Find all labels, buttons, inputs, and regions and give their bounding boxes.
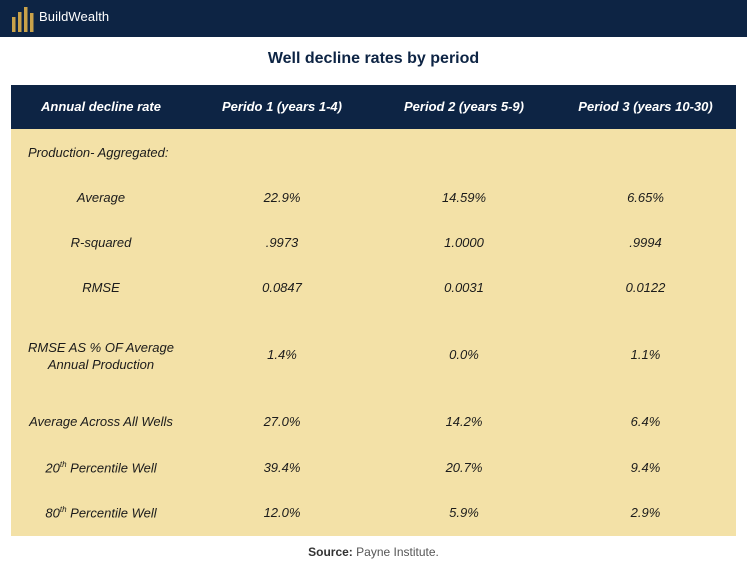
source-label: Source: bbox=[308, 545, 353, 559]
cell-period-2: 0.0% bbox=[449, 347, 479, 362]
cell-period-3: 2.9% bbox=[630, 505, 661, 520]
cell-period-3: 9.4% bbox=[630, 460, 661, 475]
cell-period-2: 5.9% bbox=[449, 505, 479, 520]
header-bar: BuildWealth bbox=[0, 0, 747, 37]
logo-icon[interactable] bbox=[11, 5, 35, 32]
cell-period-2: 0.0031 bbox=[444, 280, 484, 295]
column-header-period-2: Period 2 (years 5-9) bbox=[404, 99, 524, 114]
cell-period-1: 12.0% bbox=[263, 505, 301, 520]
brand-name[interactable]: BuildWealth bbox=[39, 9, 110, 24]
source-text: Payne Institute. bbox=[352, 545, 439, 559]
cell-period-2: 20.7% bbox=[445, 460, 483, 475]
row-label: RMSE bbox=[82, 280, 120, 295]
row-label: Average bbox=[76, 190, 126, 205]
cell-period-1: 1.4% bbox=[267, 347, 297, 362]
cell-period-3: 1.1% bbox=[630, 347, 661, 362]
cell-period-1: .9973 bbox=[265, 235, 299, 250]
row-label: RMSE AS % OF Average Annual Production bbox=[28, 340, 174, 372]
row-label: 20th Percentile Well bbox=[45, 460, 157, 476]
row-label: R-squared bbox=[70, 235, 132, 250]
cell-period-1: 22.9% bbox=[263, 190, 301, 205]
data-table: Annual decline rate Perido 1 (years 1-4)… bbox=[11, 85, 736, 536]
section-label: Production- Aggregated: bbox=[28, 145, 169, 160]
cell-period-3: .9994 bbox=[629, 235, 662, 250]
column-header-metric: Annual decline rate bbox=[41, 99, 161, 114]
cell-period-1: 39.4% bbox=[263, 460, 301, 475]
row-label: Average Across All Wells bbox=[29, 414, 173, 429]
column-header-period-3: Period 3 (years 10-30) bbox=[578, 99, 713, 114]
cell-period-2: 14.2% bbox=[445, 414, 483, 429]
cell-period-1: 0.0847 bbox=[262, 280, 302, 295]
table-header: Annual decline rate Perido 1 (years 1-4)… bbox=[11, 85, 736, 129]
cell-period-1: 27.0% bbox=[263, 414, 301, 429]
column-header-period-1: Perido 1 (years 1-4) bbox=[222, 99, 342, 114]
cell-period-3: 6.65% bbox=[627, 190, 664, 205]
page-title: Well decline rates by period bbox=[267, 50, 480, 67]
cell-period-3: 0.0122 bbox=[625, 280, 666, 295]
cell-period-3: 6.4% bbox=[630, 414, 661, 429]
row-label: 80th Percentile Well bbox=[45, 505, 157, 521]
cell-period-2: 14.59% bbox=[441, 190, 487, 205]
source-note: Source: Payne Institute. bbox=[0, 545, 747, 559]
cell-period-2: 1.0000 bbox=[444, 235, 484, 250]
